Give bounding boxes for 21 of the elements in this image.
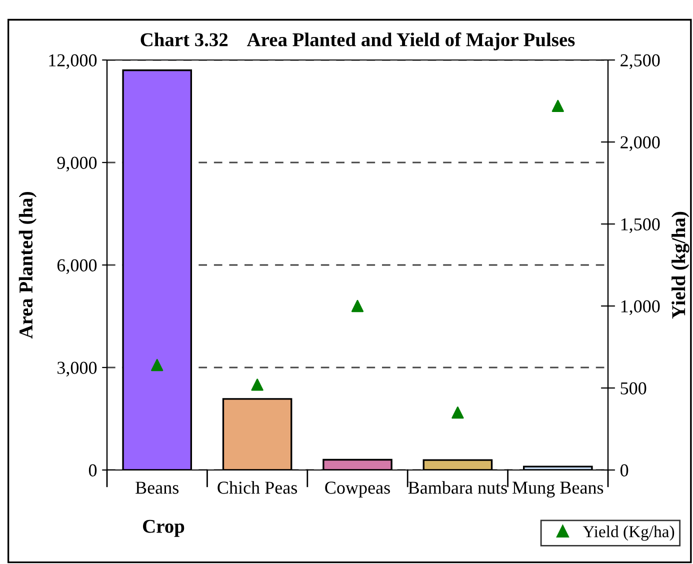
y2-tick-label: 1,000	[621, 300, 660, 316]
x-tick-label: Beans	[136, 482, 179, 494]
y-tick-label: 9,000	[57, 156, 97, 172]
legend-label: Yield (Kg/ha)	[582, 526, 674, 541]
x-tick-label: Chich Peas	[218, 481, 298, 494]
y2-axis-title: Yield (kg/ha)	[672, 212, 690, 319]
y2-tick-label: 2,500	[620, 54, 660, 70]
x-tick-label: Cowpeas	[325, 482, 390, 498]
x-tick-label: Bambara nuts	[408, 481, 507, 494]
y-tick-label: 12,000	[49, 54, 97, 70]
y2-tick-label: 0	[620, 464, 628, 476]
chart-title: Chart 3.32 Area Planted and Yield of Major Pulses	[140, 32, 575, 50]
y-tick-label: 6,000	[57, 259, 97, 274]
y2-tick-label: 1,500	[621, 218, 660, 234]
y2-tick-label: 500	[620, 382, 646, 394]
x-axis-title: Crop	[143, 520, 184, 537]
y-axis-title: Area Planted (ha)	[18, 192, 37, 339]
x-tick-label: Mung Beans	[512, 482, 604, 498]
y-tick-label: 3,000	[58, 362, 97, 377]
y-tick-label: 0	[88, 464, 97, 476]
y2-tick-label: 2,000	[620, 136, 660, 152]
